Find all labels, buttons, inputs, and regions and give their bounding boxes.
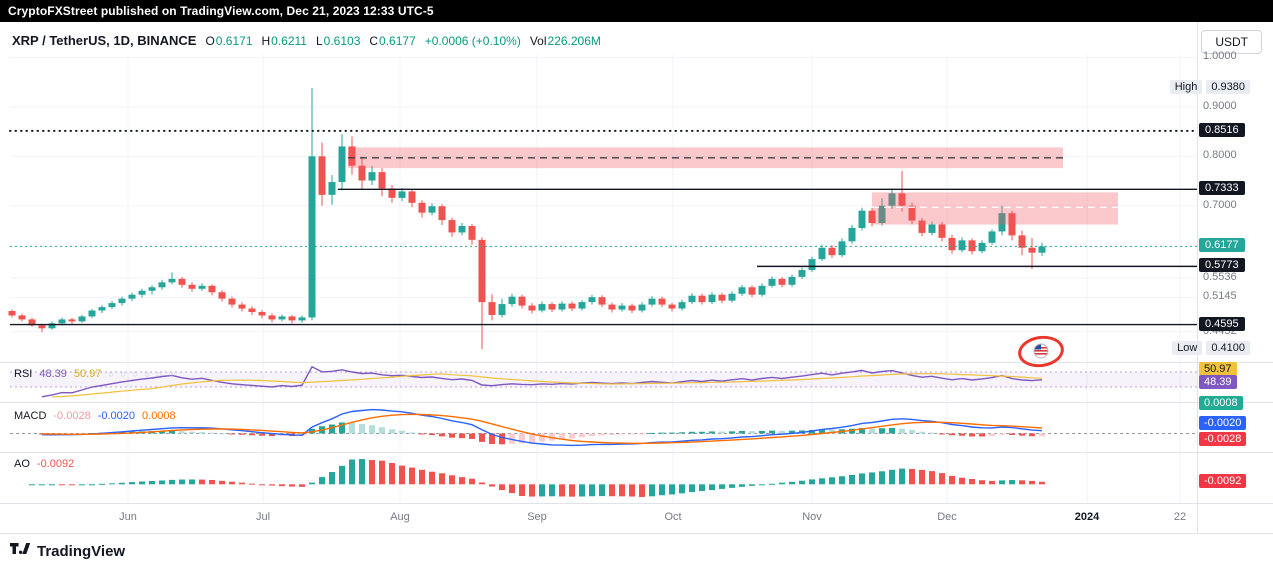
price-axis-label: 0.7000: [1203, 198, 1237, 211]
macd-line-value: -0.0020: [97, 410, 136, 422]
time-axis-label[interactable]: Dec: [937, 511, 957, 523]
price-level-label: 0.4595: [1199, 316, 1245, 331]
ohlc-close: C0.6177: [369, 34, 415, 48]
time-axis-label[interactable]: Nov: [802, 511, 822, 523]
ohlc-low: L0.6103: [316, 34, 360, 48]
low-marker-chip: Low: [1172, 341, 1203, 356]
rsi-hidden-args-icons: ○ ○ ○ ○ ○ ○: [108, 369, 176, 379]
rsi-label: RSI: [14, 368, 33, 380]
macd-signal-badge: 0.0008: [1199, 396, 1243, 410]
price-level-label: 0.8516: [1199, 122, 1245, 137]
low-value: 0.6103: [323, 34, 361, 48]
symbol-title[interactable]: XRP / TetherUS, 1D, BINANCE: [12, 33, 197, 48]
macd-line-badge: -0.0020: [1199, 416, 1247, 430]
ao-status-line[interactable]: AO -0.0092: [14, 458, 74, 470]
ao-badge: -0.0092: [1199, 474, 1247, 488]
high-marker-chip: 0.9380: [1206, 80, 1250, 95]
last-price-label: 0.6177: [1199, 238, 1245, 253]
macd-hist-badge: -0.0028: [1199, 432, 1247, 446]
macd-label: MACD: [14, 410, 47, 422]
rsi-ma-badge: 50.97: [1199, 362, 1237, 376]
rsi-ma-value: 50.97: [73, 368, 102, 380]
high-marker: High 0.9380: [1169, 80, 1250, 95]
change-value: +0.0006 (+0.10%): [424, 34, 521, 48]
price-level-label: 0.5773: [1199, 258, 1245, 273]
macd-hist-value: -0.0028: [53, 410, 91, 422]
high-marker-chip: High: [1169, 80, 1203, 95]
low-marker-chip: 0.4100: [1206, 341, 1250, 356]
time-axis-label[interactable]: Aug: [390, 511, 410, 523]
volume: Vol226.206M: [530, 34, 601, 48]
volume-label: Vol: [529, 34, 547, 48]
time-axis-label[interactable]: Oct: [664, 511, 682, 523]
price-axis-label: 0.5145: [1203, 290, 1237, 303]
currency-toggle-button[interactable]: USDT: [1201, 30, 1262, 54]
volume-value: 226.206M: [547, 34, 601, 48]
close-value: 0.6177: [379, 34, 416, 48]
symbol-header: XRP / TetherUS, 1D, BINANCE O0.6171 H0.6…: [12, 33, 601, 48]
price-axis-label: 0.5536: [1203, 271, 1237, 284]
open-value: 0.6171: [215, 34, 253, 48]
price-axis-label: 0.8000: [1203, 149, 1237, 162]
time-axis-label[interactable]: Jun: [119, 511, 137, 523]
flag-roundel-icon: [1033, 343, 1049, 359]
ao-value: -0.0092: [36, 458, 75, 470]
macd-status-line[interactable]: MACD -0.0028 -0.0020 0.0008: [14, 410, 176, 422]
macd-signal-value: 0.0008: [142, 410, 176, 422]
open-label: O: [205, 34, 215, 48]
time-axis-label[interactable]: 22: [1173, 511, 1187, 523]
circled-flag-annotation: [1016, 332, 1066, 371]
tradingview-wordmark[interactable]: TradingView: [37, 542, 126, 560]
price-axis-label: 0.9000: [1203, 99, 1237, 112]
ao-label: AO: [14, 458, 30, 470]
price-axis-label: 1.0000: [1203, 50, 1237, 63]
time-axis-label[interactable]: Sep: [527, 511, 547, 523]
rsi-value: 48.39: [39, 368, 67, 380]
ohlc-open: O0.6171: [205, 34, 252, 48]
attribution-banner: CryptoFXStreet published on TradingView.…: [0, 0, 1273, 22]
high-value: 0.6211: [271, 34, 307, 48]
time-axis-label[interactable]: Jul: [255, 511, 271, 523]
rsi-badge: 48.39: [1199, 375, 1237, 389]
price-level-label: 0.7333: [1199, 181, 1245, 196]
low-marker: Low 0.4100: [1172, 341, 1250, 356]
footer-bar: TradingView: [0, 534, 1273, 568]
ohlc-high: H0.6211: [262, 34, 307, 48]
high-label: H: [261, 34, 271, 48]
attribution-text: CryptoFXStreet published on TradingView.…: [8, 4, 434, 18]
close-label: C: [369, 34, 379, 48]
time-axis-label[interactable]: 2024: [1074, 511, 1100, 523]
rsi-status-line[interactable]: RSI 48.39 50.97 ○ ○ ○ ○ ○ ○: [14, 368, 176, 380]
low-label: L: [315, 34, 323, 48]
tradingview-logo[interactable]: [10, 542, 31, 560]
